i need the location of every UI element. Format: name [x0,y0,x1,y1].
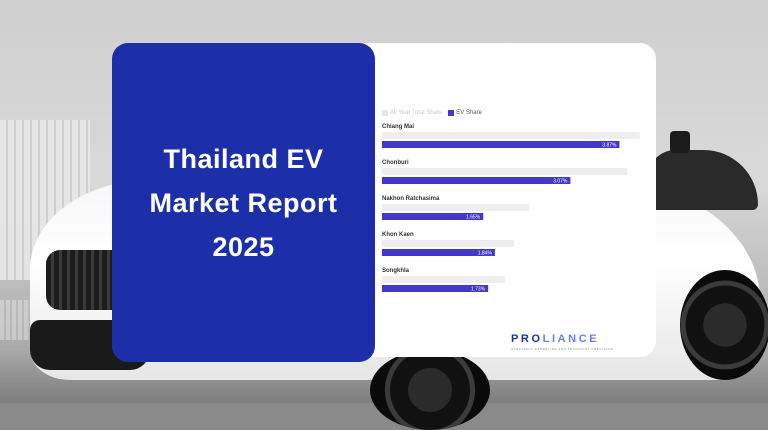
legend-swatch-total [382,110,388,116]
car-mirror [670,131,690,153]
bar-chart: Chiang Mai 3.87% Chonburi 3.07% Nakhon Ratch… [382,124,640,293]
car-wheel-rear [680,270,768,380]
data-label-ev-share: 1.65% [466,215,481,221]
logo-accent-text: LIANCE [542,333,600,345]
category-label: Chonburi [382,160,409,166]
data-label-ev-share: 3.87% [602,143,617,149]
legend-item-total: All Year Total Share [382,110,442,116]
title-panel: Thailand EV Market Report 2025 [112,43,375,362]
category-label: Nakhon Ratchasima [382,196,440,202]
legend-label-ev: EV Share [456,110,482,116]
legend-label-total: All Year Total Share [390,110,443,116]
bar-ev-share [382,141,620,148]
category-label: Songkhla [382,268,410,274]
logo-tagline: STRATEGIC EXPERTISE AND TECHNICAL PRECIS… [511,347,614,351]
bar-ev-share [382,285,489,292]
bar-total-share [382,132,640,139]
category-label: Khon Kaen [382,232,414,238]
report-title: Thailand EV Market Report 2025 [149,143,338,262]
bar-total-share [382,240,514,247]
data-label-ev-share: 3.07% [553,179,568,185]
bar-ev-share [382,213,484,220]
chart-legend: All Year Total Share EV Share [382,110,482,116]
bar-total-share [382,168,628,175]
bar-total-share [382,204,530,211]
chart-card [360,43,656,357]
legend-swatch-ev [448,110,455,116]
bar-ev-share [382,177,571,184]
bar-total-share [382,276,505,283]
logo-wordmark: PROLIANCE [511,334,613,345]
data-label-ev-share: 1.84% [478,251,493,257]
logo-main-text: PRO [511,333,543,345]
bar-ev-share [382,249,495,256]
category-label: Chiang Mai [382,124,414,130]
proliance-logo: PROLIANCE STRATEGIC EXPERTISE AND TECHNI… [511,334,614,352]
data-label-ev-share: 1.73% [471,287,486,293]
legend-item-ev: EV Share [448,110,482,116]
